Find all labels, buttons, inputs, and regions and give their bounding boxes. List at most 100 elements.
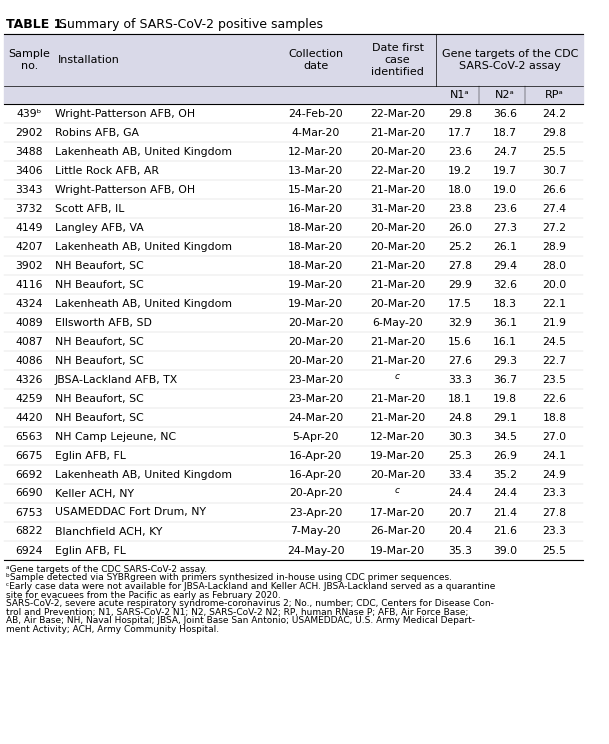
Text: 26.0: 26.0 [448,222,472,233]
Text: 25.5: 25.5 [543,545,566,556]
Text: 21-Mar-20: 21-Mar-20 [370,280,425,289]
Text: NH Beaufort, SC: NH Beaufort, SC [55,412,144,423]
Text: 17.7: 17.7 [448,127,472,138]
Bar [4,199,583,218]
Text: 6753: 6753 [16,507,43,518]
Text: 16-Mar-20: 16-Mar-20 [288,204,343,214]
Bar [4,446,583,465]
Text: 22.1: 22.1 [543,298,566,309]
Text: 36.6: 36.6 [493,109,517,118]
Text: 29.8: 29.8 [543,127,566,138]
Text: 18.7: 18.7 [493,127,517,138]
Text: 35.3: 35.3 [448,545,472,556]
Text: 23.6: 23.6 [448,147,472,156]
Text: Lakenheath AB, United Kingdom: Lakenheath AB, United Kingdom [55,242,232,251]
Text: AB, Air Base; NH, Naval Hospital; JBSA, Joint Base San Antonio; USAMEDDAC, U.S. : AB, Air Base; NH, Naval Hospital; JBSA, … [5,616,475,625]
Text: 27.6: 27.6 [448,356,472,365]
Text: 18-Mar-20: 18-Mar-20 [288,260,343,271]
Text: 16-Apr-20: 16-Apr-20 [289,451,342,461]
Text: 4087: 4087 [16,336,43,347]
Text: 20-Mar-20: 20-Mar-20 [288,356,343,365]
Bar [4,351,583,370]
Text: 21.4: 21.4 [493,507,517,518]
Bar [4,484,583,503]
Text: 20-Mar-20: 20-Mar-20 [370,147,425,156]
Text: 18.0: 18.0 [448,185,472,194]
Text: c: c [395,486,400,495]
Text: 17-Mar-20: 17-Mar-20 [370,507,425,518]
Bar [4,256,583,275]
Text: 21-Mar-20: 21-Mar-20 [370,185,425,194]
Text: 19-Mar-20: 19-Mar-20 [288,298,343,309]
Text: 2902: 2902 [16,127,43,138]
Text: ᵃGene targets of the CDC SARS-CoV-2 assay.: ᵃGene targets of the CDC SARS-CoV-2 assa… [5,565,207,574]
Text: Wright-Patterson AFB, OH: Wright-Patterson AFB, OH [55,185,195,194]
Text: 4-Mar-20: 4-Mar-20 [292,127,340,138]
Text: 6563: 6563 [16,432,43,441]
Text: 21-Mar-20: 21-Mar-20 [370,127,425,138]
Text: 3343: 3343 [16,185,43,194]
Text: 13-Mar-20: 13-Mar-20 [288,165,343,176]
Text: 22.6: 22.6 [543,394,566,403]
Text: ᶜEarly case data were not available for JBSA-Lackland and Keller ACH. JBSA-Lackl: ᶜEarly case data were not available for … [5,582,495,591]
Text: 20-Mar-20: 20-Mar-20 [370,469,425,479]
Text: 20.7: 20.7 [448,507,472,518]
Text: 20-Mar-20: 20-Mar-20 [288,336,343,347]
Text: Eglin AFB, FL: Eglin AFB, FL [55,545,126,556]
Text: NH Camp Lejeune, NC: NH Camp Lejeune, NC [55,432,176,441]
Text: 24-Feb-20: 24-Feb-20 [288,109,343,118]
Text: NH Beaufort, SC: NH Beaufort, SC [55,356,144,365]
Text: 23.5: 23.5 [543,374,566,385]
Text: 5-Apr-20: 5-Apr-20 [292,432,339,441]
Bar [4,237,583,256]
Text: 6924: 6924 [16,545,43,556]
Text: 25.3: 25.3 [448,451,472,461]
Text: NH Beaufort, SC: NH Beaufort, SC [55,280,144,289]
Text: 15-Mar-20: 15-Mar-20 [288,185,343,194]
Text: Lakenheath AB, United Kingdom: Lakenheath AB, United Kingdom [55,298,232,309]
Text: site for evacuees from the Pacific as early as February 2020.: site for evacuees from the Pacific as ea… [5,591,281,600]
Text: 34.5: 34.5 [493,432,517,441]
Text: 12-Mar-20: 12-Mar-20 [288,147,343,156]
Text: c: c [395,372,400,381]
Bar [4,218,583,237]
Text: 20.4: 20.4 [448,527,472,536]
Text: Ellsworth AFB, SD: Ellsworth AFB, SD [55,318,152,327]
Bar [4,503,583,522]
Text: 27.4: 27.4 [543,204,566,214]
Text: 15.6: 15.6 [448,336,472,347]
Text: 4086: 4086 [16,356,43,365]
Text: 18.1: 18.1 [448,394,472,403]
Text: NH Beaufort, SC: NH Beaufort, SC [55,260,144,271]
Text: Scott AFB, IL: Scott AFB, IL [55,204,124,214]
Text: Sample
no.: Sample no. [9,49,51,71]
Text: 24.7: 24.7 [493,147,517,156]
Text: 29.8: 29.8 [448,109,472,118]
Text: trol and Prevention; N1, SARS-CoV-2 N1; N2, SARS-CoV-2 N2; RP, human RNase P; AF: trol and Prevention; N1, SARS-CoV-2 N1; … [5,608,468,617]
Text: 26.1: 26.1 [493,242,517,251]
Text: 20-Apr-20: 20-Apr-20 [289,489,342,498]
Text: Lakenheath AB, United Kingdom: Lakenheath AB, United Kingdom [55,147,232,156]
Text: 21-Mar-20: 21-Mar-20 [370,412,425,423]
Text: 25.2: 25.2 [448,242,472,251]
Text: ment Activity; ACH, Army Community Hospital.: ment Activity; ACH, Army Community Hospi… [5,624,219,633]
Text: 3488: 3488 [16,147,43,156]
Text: 6822: 6822 [16,527,43,536]
Text: Robins AFB, GA: Robins AFB, GA [55,127,139,138]
Text: 19-Mar-20: 19-Mar-20 [288,280,343,289]
Bar [4,408,583,427]
Text: 4149: 4149 [16,222,43,233]
Bar [4,370,583,389]
Text: 24.8: 24.8 [448,412,472,423]
Text: 24.1: 24.1 [543,451,566,461]
Text: 4116: 4116 [16,280,43,289]
Text: 21.9: 21.9 [543,318,566,327]
Text: 6675: 6675 [16,451,43,461]
Text: 23.6: 23.6 [493,204,517,214]
Bar [4,275,583,294]
Text: 27.8: 27.8 [543,507,566,518]
Text: 6-May-20: 6-May-20 [372,318,423,327]
Text: 26.6: 26.6 [543,185,566,194]
Text: 30.3: 30.3 [448,432,472,441]
Text: NH Beaufort, SC: NH Beaufort, SC [55,394,144,403]
